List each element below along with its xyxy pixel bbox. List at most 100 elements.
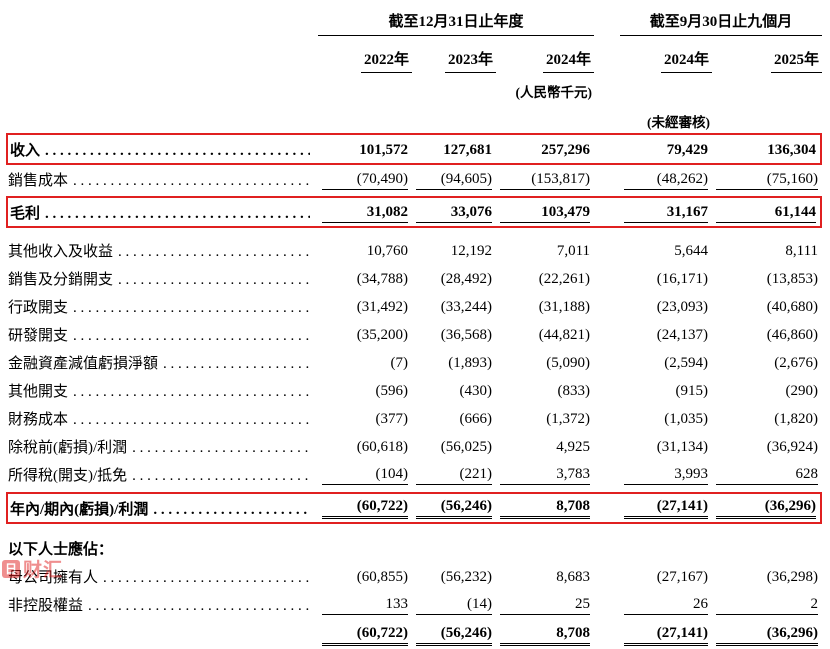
row-label-cell: 銷售成本: [6, 165, 318, 193]
column-gap: [594, 264, 620, 292]
label-col-spacer: [6, 6, 318, 36]
year-label: 2024年: [543, 48, 595, 73]
column-gap: [594, 73, 620, 103]
cell-value: 7,011: [556, 243, 591, 259]
cell-value: 12,192: [450, 243, 492, 259]
dot-leader: [113, 272, 310, 289]
value-cell: 8,708: [496, 621, 594, 649]
value-cell: 61,144: [712, 196, 823, 228]
value-cell: 4,925: [496, 432, 594, 460]
cell-value: (27,141): [624, 498, 709, 519]
value-cell: (36,924): [712, 432, 822, 460]
cell-value: (23,093): [656, 299, 709, 315]
value-cell: (1,035): [620, 404, 712, 432]
value-cell: (70,490): [318, 165, 412, 193]
row-label: 銷售及分銷開支: [8, 272, 114, 288]
value-cell: (2,594): [620, 348, 712, 376]
cell-value: (377): [375, 411, 409, 427]
value-cell: 8,111: [712, 236, 822, 264]
unaudited-note-row: (未經審核): [6, 103, 822, 133]
table-row: 金融資產減值虧損淨額 (7) (1,893) (5,090) (2,594) (2,676…: [6, 348, 822, 376]
cell-value: (1,035): [664, 411, 709, 427]
cell-value: 8,111: [785, 243, 819, 259]
year-header-cell: 2024年: [620, 36, 713, 73]
currency-note: (人民幣千元): [515, 85, 593, 100]
cell-value: (27,167): [656, 569, 709, 585]
value-cell: (27,141): [620, 621, 712, 649]
unaudited-note: (未經審核): [647, 115, 711, 130]
value-cell: (36,296): [712, 492, 823, 524]
cell-value: (94,605): [416, 171, 492, 190]
cell-value: (22,261): [538, 271, 591, 287]
cell-value: 127,681: [443, 142, 492, 158]
cell-value: (7): [390, 355, 409, 371]
row-label: 金融資產減值虧損淨額: [8, 356, 159, 372]
cell-value: (70,490): [322, 171, 408, 190]
cell-value: (56,246): [416, 625, 492, 646]
cell-value: 79,429: [666, 142, 709, 158]
cell-value: (31,492): [356, 299, 408, 315]
cell-value: (34,788): [356, 271, 408, 287]
dot-leader: [68, 173, 310, 190]
cell-value: (27,141): [624, 625, 709, 646]
value-cell: (36,568): [412, 320, 496, 348]
year-header-cell: 2024年: [496, 36, 595, 73]
dot-leader: [68, 384, 310, 401]
value-cell: (2,676): [712, 348, 822, 376]
column-gap: [594, 103, 620, 133]
label-col-spacer: [6, 36, 318, 73]
cell-value: (13,853): [766, 271, 819, 287]
value-cell: (31,188): [496, 292, 594, 320]
table-row: 銷售及分銷開支 (34,788) (28,492) (22,261) (16,171) (…: [6, 264, 822, 292]
row-label-cell: 金融資產減值虧損淨額: [6, 348, 318, 376]
cell-value: (60,722): [322, 498, 408, 519]
cell-value: 133: [322, 596, 408, 615]
row-label: 銷售成本: [8, 173, 69, 189]
cell-value: (14): [416, 596, 492, 615]
cell-value: 31,167: [624, 204, 709, 223]
value-cell: (1,893): [412, 348, 496, 376]
year-header-cell: 2022年: [318, 36, 412, 73]
watermark: 日 财汇: [2, 555, 63, 582]
cell-value: 10,760: [366, 243, 408, 259]
row-label-cell: [6, 621, 318, 649]
year-label: 2025年: [771, 48, 823, 73]
value-cell: (40,680): [712, 292, 822, 320]
cell-value: (5,090): [546, 355, 591, 371]
cell-value: (60,855): [356, 569, 408, 585]
cell-value: 103,479: [500, 204, 591, 223]
column-gap: [594, 621, 620, 649]
row-label: 其他收入及收益: [8, 244, 114, 260]
period-group-nine-months: 截至9月30日止九個月: [620, 6, 823, 36]
table-row: 母公司擁有人 (60,855) (56,232) 8,683 (27,167) (36,2…: [6, 562, 822, 590]
value-cell: 12,192: [412, 236, 496, 264]
column-gap: [594, 432, 620, 460]
cell-value: (56,025): [440, 439, 492, 455]
value-cell: (94,605): [412, 165, 496, 193]
column-gap: [594, 590, 620, 618]
value-cell: (34,788): [318, 264, 412, 292]
dot-leader: [68, 412, 310, 429]
table-row: 行政開支 (31,492) (33,244) (31,188) (23,093) (40,…: [6, 292, 822, 320]
row-label: 所得稅(開支)/抵免: [8, 468, 128, 484]
value-cell: 10,760: [318, 236, 412, 264]
cell-value: (290): [785, 383, 819, 399]
dot-leader: [68, 300, 310, 317]
value-cell: (31,492): [318, 292, 412, 320]
value-cell: 25: [496, 590, 594, 618]
row-label: 母公司擁有人: [8, 570, 99, 586]
cell-value: 4,925: [556, 439, 591, 455]
column-gap: [594, 196, 621, 228]
value-cell: 26: [620, 590, 712, 618]
value-cell: (666): [412, 404, 496, 432]
value-cell: (915): [620, 376, 712, 404]
value-cell: (27,167): [620, 562, 712, 590]
column-gap: [594, 236, 620, 264]
value-cell: (27,141): [620, 492, 713, 524]
cell-value: 628: [716, 466, 819, 485]
row-label-cell: 其他開支: [6, 376, 318, 404]
cell-value: (36,298): [766, 569, 819, 585]
column-gap: [594, 36, 620, 73]
value-cell: 2: [712, 590, 822, 618]
value-cell: (833): [496, 376, 594, 404]
